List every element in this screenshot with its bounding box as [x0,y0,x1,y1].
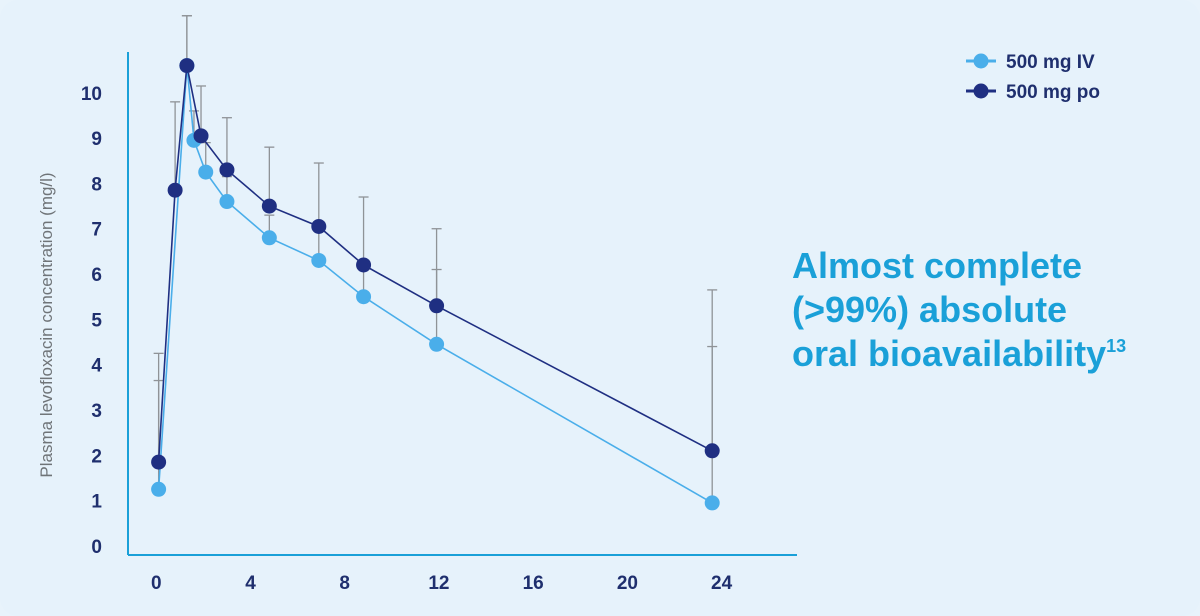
y-tick-label: 5 [91,310,102,331]
y-tick-label: 7 [91,220,102,241]
data-point-iv [356,289,372,305]
legend-swatch-dot-iv [973,53,989,69]
data-point-iv [429,336,445,352]
data-point-po [167,182,183,198]
series-points [151,58,720,511]
data-point-iv [198,164,214,180]
x-tick-label: 0 [151,573,162,594]
y-tick-label: 6 [91,265,102,286]
x-tick-label: 4 [245,573,256,594]
data-point-po [429,298,445,314]
error-bars [153,15,718,503]
y-tick-label: 4 [91,356,102,377]
x-tick-label: 16 [523,573,544,594]
y-tick-labels: 0 1 2 3 4 5 6 7 8 9 10 [81,84,103,558]
data-point-po [219,162,235,178]
y-tick-label: 1 [91,492,102,513]
y-tick-label: 8 [91,174,102,195]
y-axis-label: Plasma levofloxacin concentration (mg/l) [37,172,56,477]
legend-label-iv: 500 mg IV [1006,52,1095,73]
callout-reference-superscript: 13 [1106,336,1127,356]
x-tick-labels: 0 4 8 12 16 20 24 [151,573,733,594]
data-point-po [193,128,209,144]
axes [127,52,797,556]
legend-swatch-dot-po [973,83,989,99]
x-tick-label: 8 [339,573,350,594]
data-point-iv [151,481,167,497]
data-point-iv [219,194,235,210]
bioavailability-callout: Almost complete (>99%) absolute oral bio… [792,244,1192,376]
legend-label-po: 500 mg po [1006,82,1100,103]
data-point-iv [704,495,720,511]
data-point-po [261,198,277,214]
data-point-iv [311,252,327,268]
series-lines [157,65,713,504]
y-tick-label: 0 [91,537,102,558]
data-point-po [356,257,372,273]
x-tick-label: 20 [617,573,638,594]
callout-line-1: Almost complete [792,245,1083,286]
legend: 500 mg IV 500 mg po [966,52,1100,103]
series-line-po [157,65,713,463]
x-tick-label: 12 [428,573,449,594]
callout-line-3: oral bioavailability13 [792,332,1192,376]
data-point-po [311,218,327,234]
callout-line-2: (>99%) absolute [792,289,1068,330]
y-tick-label: 3 [91,401,102,422]
data-point-po [179,58,195,74]
callout-line-3-text: oral bioavailability [792,333,1107,374]
data-point-po [151,454,167,470]
y-tick-label: 2 [91,446,102,467]
series-line-iv [157,65,713,504]
data-point-iv [261,230,277,246]
legend-item-iv: 500 mg IV [966,52,1095,73]
x-tick-label: 24 [711,573,733,594]
y-tick-label: 10 [81,84,102,105]
y-tick-label: 9 [91,129,102,150]
legend-item-po: 500 mg po [966,82,1100,103]
data-point-po [704,443,720,459]
